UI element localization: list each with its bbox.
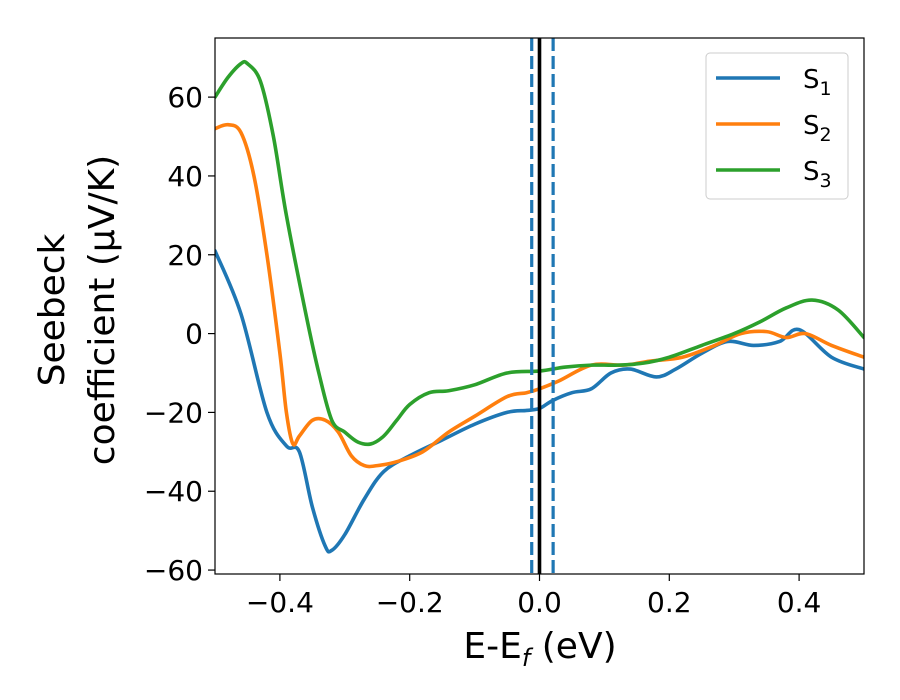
axis-ticks: −0.4 −0.2 0.0 0.2 0.4 −60 −40 −20 0 20 40 60 — [144, 81, 821, 619]
y-tick-label: −60 — [144, 554, 203, 587]
y-tick-label: 0 — [185, 318, 203, 351]
y-axis-title-line2: coefficient (μV/K) — [82, 155, 123, 465]
series-line-s2 — [215, 122, 864, 469]
x-tick-label: 0.4 — [777, 586, 822, 619]
y-tick-label: 40 — [167, 160, 203, 193]
legend-label-s2: S2 — [803, 111, 832, 146]
x-tick-label: −0.2 — [376, 586, 444, 619]
y-tick-label: 60 — [167, 81, 203, 114]
y-axis-title-line1: Seebeck — [32, 233, 73, 386]
y-tick-label: −20 — [144, 396, 203, 429]
legend-box — [705, 52, 849, 200]
legend-label-s1: S1 — [803, 65, 832, 100]
series-line-s3 — [215, 59, 864, 447]
y-tick-label: −40 — [144, 475, 203, 508]
y-tick-label: 20 — [167, 239, 203, 272]
x-tick-label: 0.2 — [647, 586, 692, 619]
x-axis-title: E-Ef (eV) — [463, 626, 616, 672]
plot-area — [215, 38, 864, 574]
x-tick-label: −0.4 — [246, 586, 314, 619]
series-line-s1 — [215, 249, 864, 554]
x-tick-label: 0.0 — [517, 586, 562, 619]
legend-label-s3: S3 — [803, 157, 832, 192]
legend: S1 S2 S3 — [705, 52, 849, 200]
